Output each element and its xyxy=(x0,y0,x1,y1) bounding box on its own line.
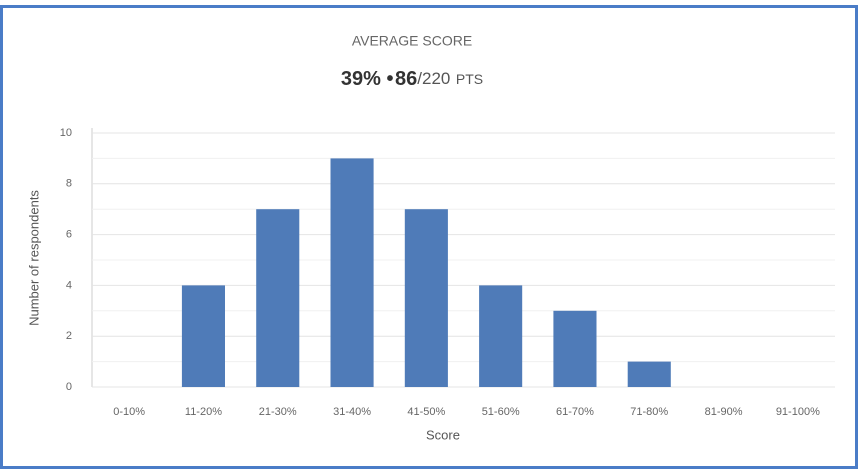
bar xyxy=(256,209,300,387)
bar xyxy=(181,285,225,387)
y-tick-label: 6 xyxy=(66,229,72,241)
bar xyxy=(553,310,597,387)
x-tick-label: 81-90% xyxy=(705,406,743,418)
x-axis-label: Score xyxy=(426,427,460,442)
x-tick-label: 41-50% xyxy=(407,406,445,418)
headline-separator: • xyxy=(386,68,393,90)
bar xyxy=(330,158,374,387)
y-tick-label: 2 xyxy=(66,330,72,342)
x-tick-label: 71-80% xyxy=(630,406,668,418)
bar xyxy=(404,209,448,387)
y-tick-label: 0 xyxy=(66,381,72,393)
headline-percent: 39% xyxy=(341,68,381,90)
y-axis-label: Number of respondents xyxy=(26,190,41,326)
headline-total: /220 xyxy=(417,69,450,88)
x-tick-label: 51-60% xyxy=(482,406,520,418)
x-tick-label: 11-20% xyxy=(185,406,222,418)
chart-title: AVERAGE SCORE xyxy=(352,33,472,49)
y-tick-label: 10 xyxy=(60,127,72,139)
headline-points: 86 xyxy=(395,68,417,90)
y-tick-label: 4 xyxy=(66,279,72,291)
x-tick-label: 21-30% xyxy=(259,406,297,418)
x-tick-label: 31-40% xyxy=(333,406,371,418)
x-tick-label: 91-100% xyxy=(776,406,820,418)
headline-unit: PTS xyxy=(456,71,483,87)
x-tick-label: 61-70% xyxy=(556,406,594,418)
bar xyxy=(627,361,671,387)
y-tick-label: 8 xyxy=(66,178,72,190)
headline: 39% • 86/220 PTS xyxy=(341,68,483,90)
bar xyxy=(479,285,523,387)
x-tick-label: 0-10% xyxy=(113,406,145,418)
